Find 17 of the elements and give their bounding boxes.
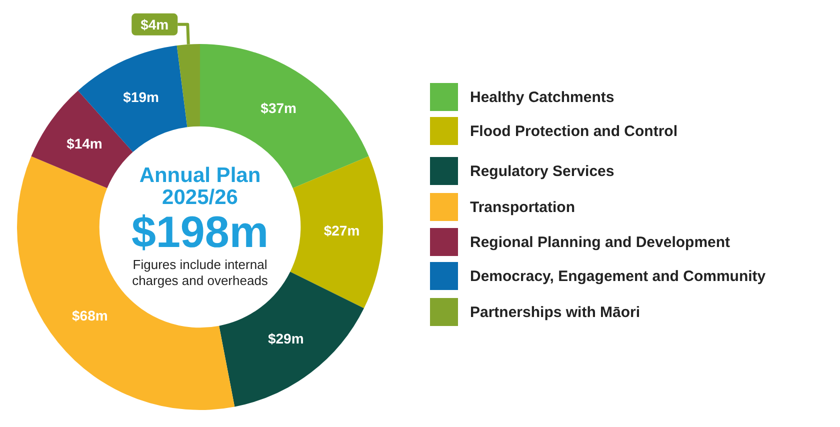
legend-label: Partnerships with Māori bbox=[470, 304, 640, 320]
legend-label: Democracy, Engagement and Community bbox=[470, 268, 766, 284]
text: Figures include internal charges and overheads bbox=[131, 257, 269, 289]
legend-label: Regional Planning and Development bbox=[470, 234, 730, 250]
legend-label: Healthy Catchments bbox=[470, 88, 614, 106]
data-label: $68m bbox=[72, 307, 108, 324]
data-label: $27m bbox=[324, 222, 360, 238]
data-label: $37m bbox=[260, 100, 296, 116]
legend-label: Flood Protection and Control bbox=[470, 122, 678, 140]
legend-label: Transportation bbox=[470, 198, 576, 216]
data-label: $29m bbox=[268, 330, 304, 347]
text: Annual Plan 2025/26 bbox=[138, 164, 262, 209]
data-label: $4m bbox=[140, 16, 169, 32]
data-label: $14m bbox=[66, 136, 102, 152]
data-label: $19m bbox=[123, 88, 159, 105]
legend-label: Regulatory Services bbox=[470, 162, 614, 180]
text: $198m bbox=[131, 208, 268, 257]
